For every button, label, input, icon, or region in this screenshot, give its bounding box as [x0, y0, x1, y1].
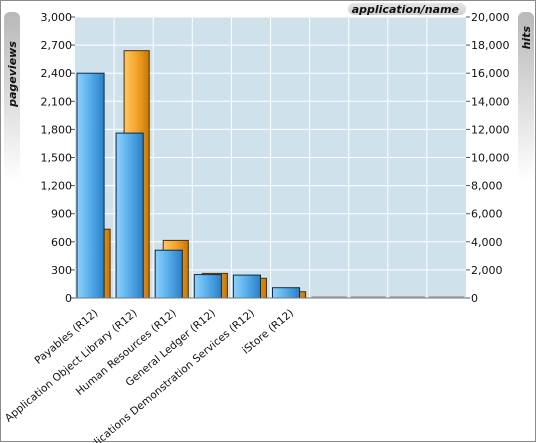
y-tick-label: 2,400 [41, 67, 73, 80]
y-tick-label: 1,500 [41, 152, 73, 165]
right-axis-title: hits [520, 26, 533, 50]
left-axis-title: pageviews [6, 41, 19, 108]
y-tick-label: 900 [51, 208, 72, 221]
y2-tick-label: 8,000 [471, 180, 503, 193]
y2-tick-label: 18,000 [471, 39, 510, 52]
y-tick-label: 2,100 [41, 95, 73, 108]
x-axis-title: application/name [352, 3, 460, 16]
y2-tick-label: 12,000 [471, 123, 510, 136]
bar-pageviews [232, 274, 261, 299]
y-tick-label: 0 [65, 292, 72, 305]
y-tick-label: 3,000 [41, 11, 73, 24]
y2-tick-label: 2,000 [471, 264, 503, 277]
y2-tick-label: 4,000 [471, 236, 503, 249]
right-axis-ticks: 0 2,000 4,000 6,000 8,000 10,000 12,000 14,000 1… [466, 11, 510, 305]
x-axis-title-tab [348, 3, 466, 15]
y-tick-label: 1,800 [41, 123, 73, 136]
bar-hits-empty [428, 296, 464, 298]
right-axis-title-strip [518, 12, 534, 182]
bar-hits-empty [311, 296, 347, 298]
y2-tick-label: 0 [471, 292, 478, 305]
y-tick-label: 600 [51, 236, 72, 249]
bar-series [76, 50, 464, 299]
y2-tick-label: 16,000 [471, 67, 510, 80]
bar-pageviews [154, 249, 183, 299]
bar-pageviews [76, 72, 105, 299]
y-tick-label: 1,200 [41, 180, 73, 193]
y2-tick-label: 6,000 [471, 208, 503, 221]
bar-hits-empty [350, 296, 386, 298]
left-axis-title-strip [4, 12, 20, 182]
y2-tick-label: 20,000 [471, 11, 510, 24]
left-axis-ticks: 0 300 600 900 1,200 1,500 1,800 2,100 2,400 2,700… [41, 11, 75, 305]
bar-pageviews [115, 132, 144, 299]
y-tick-label: 2,700 [41, 39, 73, 52]
bar-pageviews [272, 287, 301, 299]
y-tick-label: 300 [51, 264, 72, 277]
y2-tick-label: 10,000 [471, 152, 510, 165]
bar-pageviews [193, 274, 222, 299]
bar-hits-empty [389, 296, 425, 298]
y2-tick-label: 14,000 [471, 95, 510, 108]
